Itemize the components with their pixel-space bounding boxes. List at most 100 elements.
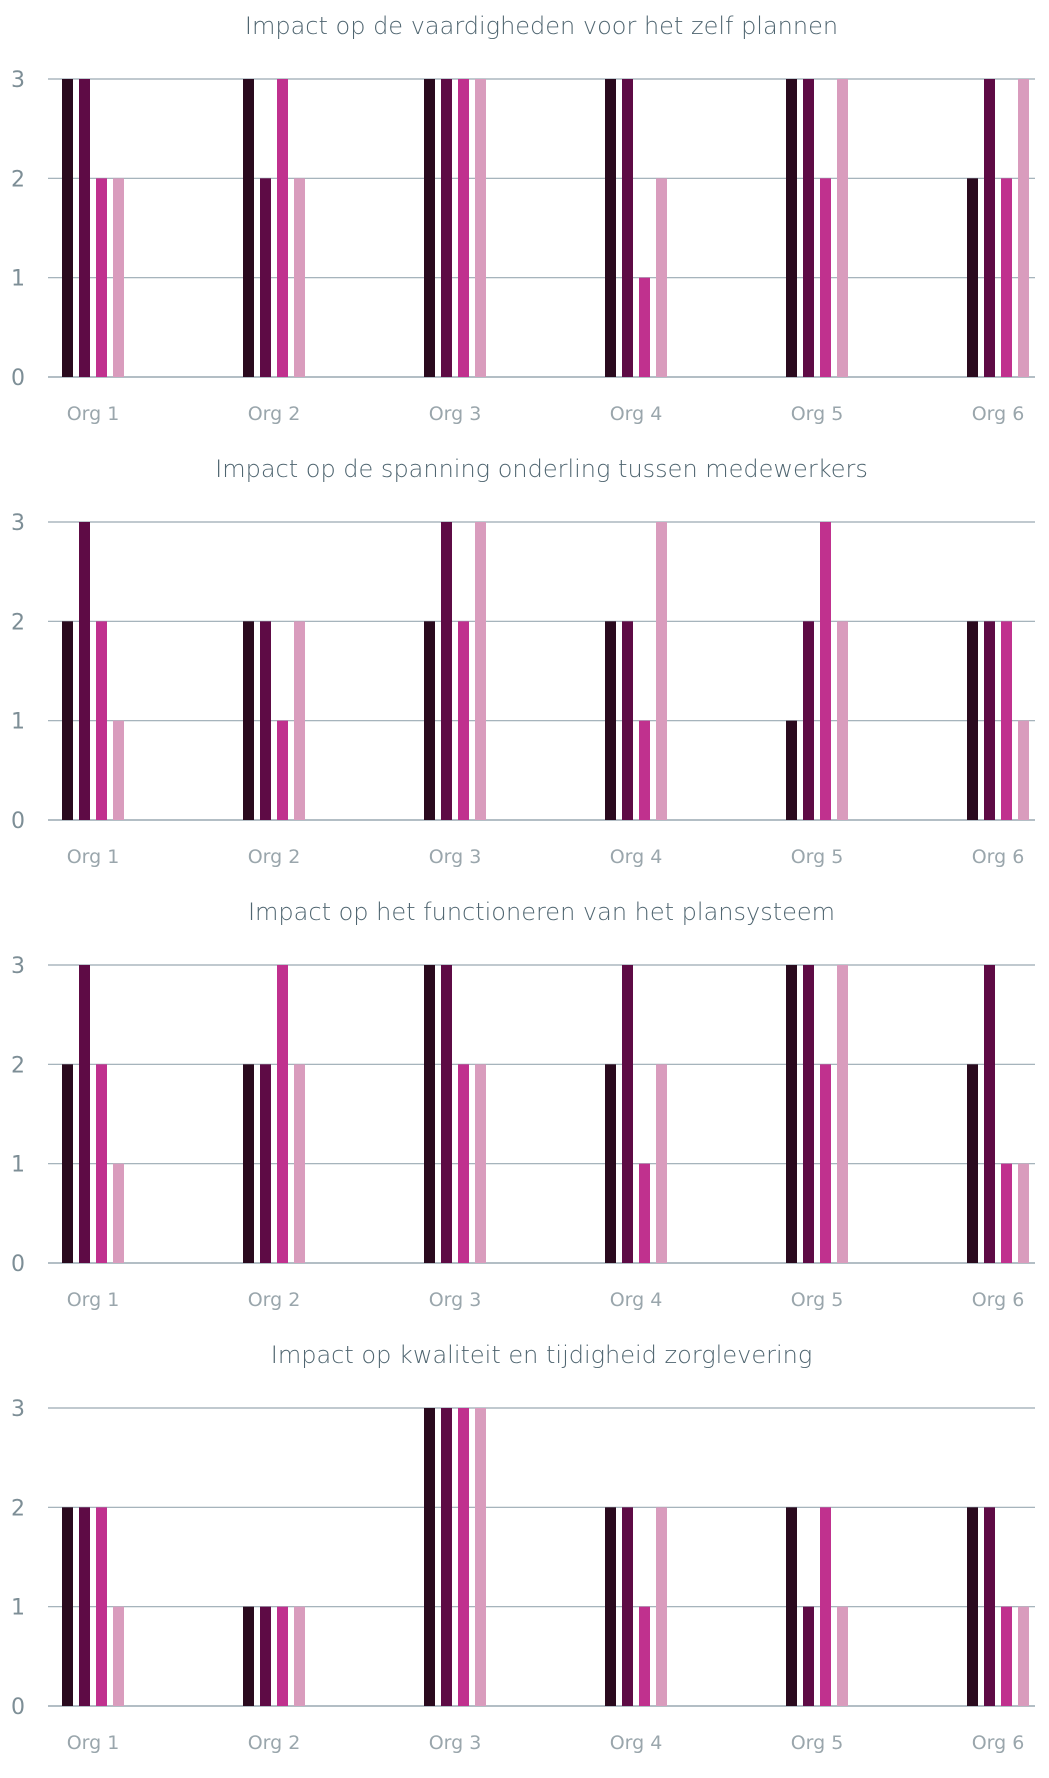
bar-org-3-s4 bbox=[475, 79, 486, 377]
bar-org-4-s4 bbox=[656, 1507, 667, 1706]
bar-org-5-s4 bbox=[837, 621, 848, 820]
bar-org-4-s3 bbox=[639, 277, 650, 377]
bar-org-4-s2 bbox=[622, 965, 633, 1263]
bar-org-2-s3 bbox=[277, 79, 288, 377]
bar-org-4-s3 bbox=[639, 720, 650, 820]
x-category-label: Org 4 bbox=[610, 1732, 663, 1754]
bar-org-6-s1 bbox=[967, 178, 978, 377]
bar-org-1-s3 bbox=[96, 1064, 107, 1263]
bar-org-4-s4 bbox=[656, 522, 667, 820]
bar-org-5-s3 bbox=[820, 178, 831, 377]
x-category-label: Org 6 bbox=[972, 846, 1025, 868]
bar-org-2-s2 bbox=[260, 1064, 271, 1263]
bar-org-6-s1 bbox=[967, 621, 978, 820]
x-category-label: Org 2 bbox=[248, 846, 301, 868]
bar-org-1-s4 bbox=[113, 1163, 124, 1263]
bar-org-5-s4 bbox=[837, 965, 848, 1263]
y-tick-label: 0 bbox=[11, 1252, 25, 1277]
y-tick-label: 0 bbox=[11, 1695, 25, 1720]
bar-org-5-s1 bbox=[786, 720, 797, 820]
bar-org-5-s3 bbox=[820, 1507, 831, 1706]
x-category-label: Org 2 bbox=[248, 1732, 301, 1754]
bar-org-2-s2 bbox=[260, 621, 271, 820]
bar-org-3-s3 bbox=[458, 1064, 469, 1263]
bar-org-6-s4 bbox=[1018, 1163, 1029, 1263]
bar-org-3-s1 bbox=[424, 1408, 435, 1706]
bar-org-2-s2 bbox=[260, 178, 271, 377]
bar-org-4-s2 bbox=[622, 1507, 633, 1706]
x-category-label: Org 4 bbox=[610, 1289, 663, 1311]
bar-org-2-s3 bbox=[277, 720, 288, 820]
bar-org-5-s2 bbox=[803, 621, 814, 820]
bar-org-1-s2 bbox=[79, 965, 90, 1263]
x-category-label: Org 5 bbox=[791, 403, 844, 425]
bar-org-5-s3 bbox=[820, 1064, 831, 1263]
bar-org-1-s1 bbox=[62, 1507, 73, 1706]
bar-org-5-s2 bbox=[803, 79, 814, 377]
bar-org-4-s2 bbox=[622, 79, 633, 377]
bar-org-4-s2 bbox=[622, 621, 633, 820]
x-category-label: Org 3 bbox=[429, 403, 482, 425]
bar-org-6-s4 bbox=[1018, 79, 1029, 377]
bar-org-2-s2 bbox=[260, 1606, 271, 1706]
bar-org-5-s1 bbox=[786, 1507, 797, 1706]
bar-org-3-s3 bbox=[458, 1408, 469, 1706]
bar-org-3-s4 bbox=[475, 1408, 486, 1706]
bar-org-6-s3 bbox=[1001, 1163, 1012, 1263]
bar-org-6-s1 bbox=[967, 1507, 978, 1706]
x-category-label: Org 1 bbox=[67, 1732, 120, 1754]
bar-org-5-s4 bbox=[837, 79, 848, 377]
x-category-label: Org 4 bbox=[610, 846, 663, 868]
bar-org-6-s3 bbox=[1001, 621, 1012, 820]
bar-org-3-s1 bbox=[424, 621, 435, 820]
bar-org-2-s4 bbox=[294, 178, 305, 377]
bar-org-1-s1 bbox=[62, 79, 73, 377]
bar-org-4-s1 bbox=[605, 1507, 616, 1706]
bar-org-6-s2 bbox=[984, 1507, 995, 1706]
bar-org-4-s1 bbox=[605, 79, 616, 377]
bar-org-1-s2 bbox=[79, 1507, 90, 1706]
y-tick-label: 2 bbox=[11, 1496, 25, 1521]
y-tick-label: 3 bbox=[11, 68, 25, 93]
chart-title: Impact op het functioneren van het plans… bbox=[248, 898, 835, 926]
chart-panel-3: Impact op het functioneren van het plans… bbox=[11, 898, 1035, 1311]
bar-org-3-s1 bbox=[424, 965, 435, 1263]
y-tick-label: 2 bbox=[11, 610, 25, 635]
x-category-label: Org 5 bbox=[791, 846, 844, 868]
bar-org-1-s4 bbox=[113, 720, 124, 820]
x-category-label: Org 6 bbox=[972, 1289, 1025, 1311]
bar-org-4-s4 bbox=[656, 178, 667, 377]
chart-title: Impact op de spanning onderling tussen m… bbox=[215, 455, 868, 483]
bar-org-3-s3 bbox=[458, 621, 469, 820]
bar-org-6-s3 bbox=[1001, 1606, 1012, 1706]
bar-org-1-s1 bbox=[62, 621, 73, 820]
x-category-label: Org 3 bbox=[429, 1289, 482, 1311]
bar-org-2-s1 bbox=[243, 1606, 254, 1706]
y-tick-label: 3 bbox=[11, 511, 25, 536]
y-tick-label: 0 bbox=[11, 366, 25, 391]
x-category-label: Org 6 bbox=[972, 403, 1025, 425]
bar-org-1-s1 bbox=[62, 1064, 73, 1263]
bar-org-1-s3 bbox=[96, 1507, 107, 1706]
bar-org-3-s3 bbox=[458, 79, 469, 377]
bar-org-2-s1 bbox=[243, 1064, 254, 1263]
bar-org-4-s1 bbox=[605, 1064, 616, 1263]
bar-org-6-s3 bbox=[1001, 178, 1012, 377]
y-tick-label: 1 bbox=[11, 710, 25, 735]
bar-org-3-s2 bbox=[441, 522, 452, 820]
bar-org-6-s4 bbox=[1018, 1606, 1029, 1706]
bar-org-2-s1 bbox=[243, 621, 254, 820]
bar-org-6-s4 bbox=[1018, 720, 1029, 820]
bar-org-4-s3 bbox=[639, 1606, 650, 1706]
bar-org-2-s4 bbox=[294, 1606, 305, 1706]
chart-panel-2: Impact op de spanning onderling tussen m… bbox=[11, 455, 1035, 868]
chart-title: Impact op de vaardigheden voor het zelf … bbox=[245, 12, 838, 40]
bar-org-4-s3 bbox=[639, 1163, 650, 1263]
bar-org-3-s2 bbox=[441, 79, 452, 377]
bar-org-5-s3 bbox=[820, 522, 831, 820]
bar-org-2-s3 bbox=[277, 965, 288, 1263]
bar-org-5-s1 bbox=[786, 79, 797, 377]
bar-org-5-s2 bbox=[803, 965, 814, 1263]
bar-org-1-s4 bbox=[113, 1606, 124, 1706]
